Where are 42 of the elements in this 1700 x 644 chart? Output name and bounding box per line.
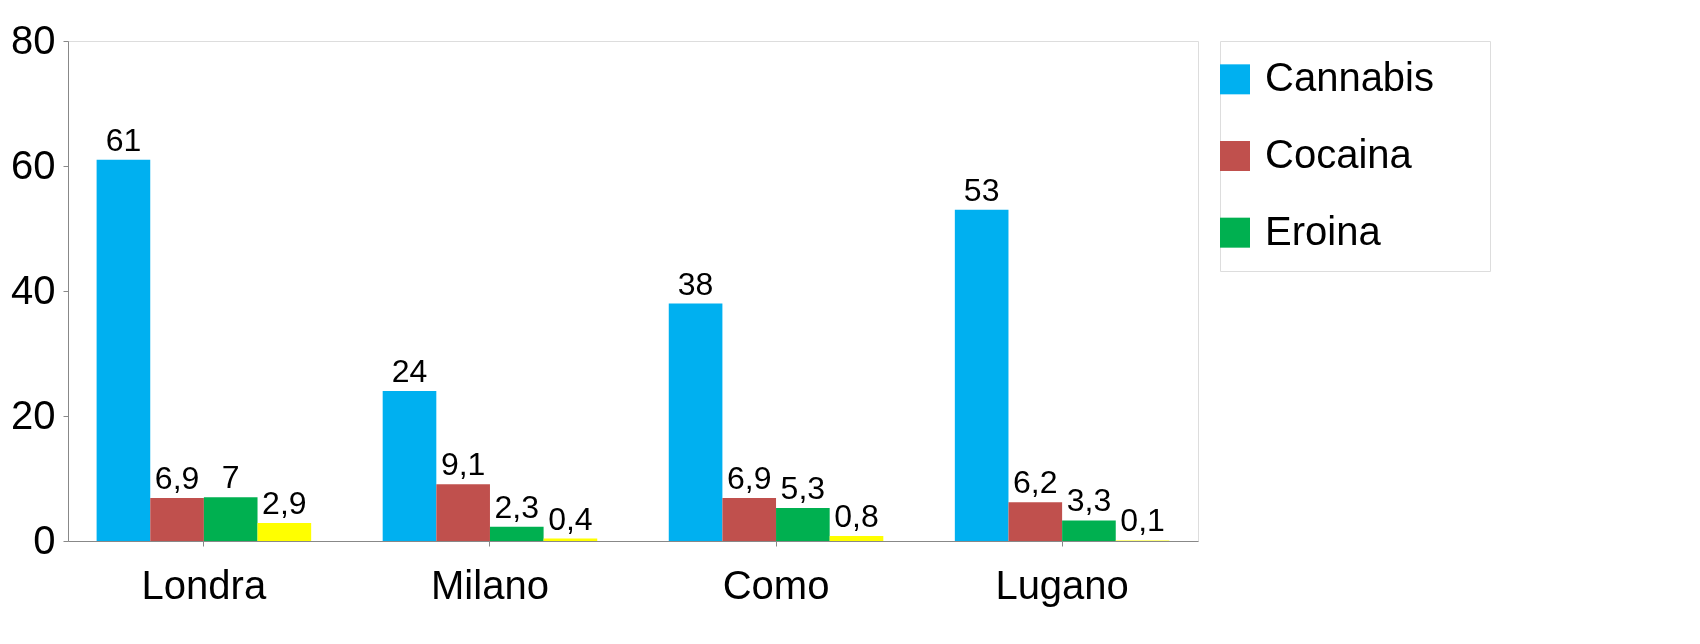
- data-label: 6,9: [726, 459, 772, 496]
- data-label: 2,9: [262, 484, 307, 521]
- data-label: 6,2: [1013, 464, 1058, 501]
- y-tick-label: 60: [11, 142, 56, 187]
- data-label: 0,8: [834, 498, 879, 534]
- data-label: 6,9: [154, 459, 200, 496]
- legend-label: Cocaina: [1265, 132, 1413, 176]
- y-tick-label: 40: [11, 267, 56, 312]
- bar: [1062, 520, 1116, 541]
- bar: [1008, 502, 1063, 541]
- data-label: 53: [963, 171, 1000, 208]
- data-label: 5,3: [780, 469, 826, 506]
- bar: [722, 497, 777, 541]
- data-label: 61: [105, 121, 142, 158]
- data-label: 2,3: [494, 488, 540, 525]
- data-label: 7: [221, 459, 240, 496]
- bar: [436, 484, 490, 541]
- bar: [382, 391, 437, 541]
- data-label: 24: [391, 353, 428, 389]
- bar: [203, 497, 258, 541]
- bar: [96, 159, 151, 541]
- y-tick-label: 80: [11, 17, 56, 62]
- bar: [257, 522, 312, 541]
- data-label: 9,1: [440, 446, 486, 483]
- x-tick-label: Milano: [431, 562, 549, 607]
- y-tick-label: 20: [11, 392, 56, 437]
- y-tick-label: 0: [33, 517, 56, 562]
- x-tick-label: Lugano: [995, 562, 1129, 607]
- data-label: 0,4: [548, 500, 593, 537]
- bar: [829, 536, 884, 541]
- bar: [668, 303, 723, 541]
- data-label: 3,3: [1066, 482, 1112, 519]
- bar: [150, 497, 204, 541]
- x-tick-label: Londra: [141, 562, 267, 607]
- data-label: 0,1: [1120, 502, 1165, 539]
- data-label: 38: [677, 265, 714, 302]
- legend-label: Eroina: [1265, 208, 1382, 253]
- bar: [954, 209, 1009, 541]
- bar: [776, 507, 830, 541]
- legend-label: Cannabis: [1265, 55, 1435, 100]
- x-tick-label: Como: [722, 562, 830, 607]
- bar: [489, 526, 544, 541]
